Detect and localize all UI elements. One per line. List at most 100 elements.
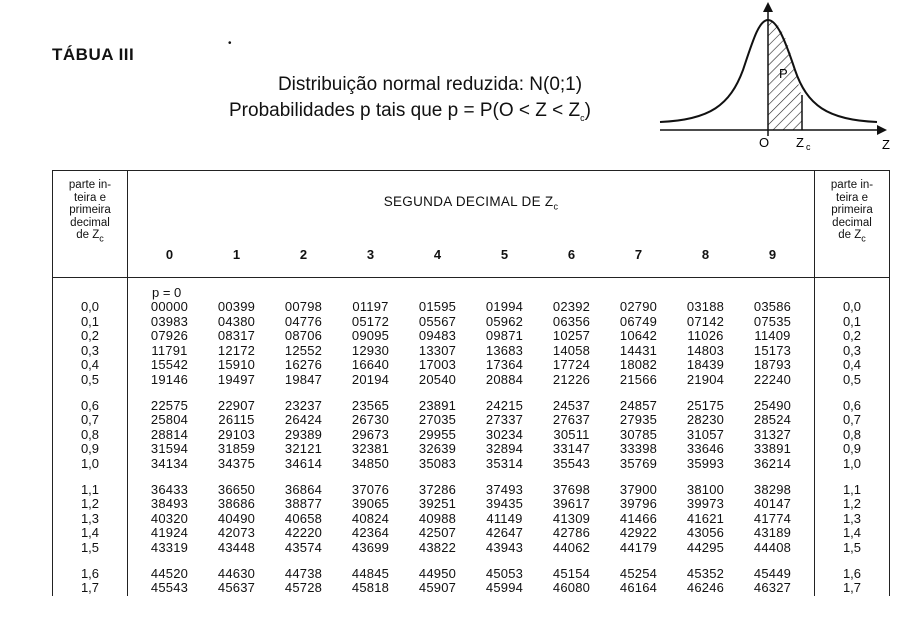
table-row: 25804 26115 26424 26730 27035 27337 27637 27935…: [128, 413, 814, 428]
row-label: 1,3: [842, 510, 862, 526]
table-cell: 01197: [352, 299, 389, 314]
right-side-header: parte in- teira e primeira decimal de Zc: [814, 170, 890, 278]
table-cell: 26730: [351, 412, 390, 428]
table-cell: 04380: [217, 313, 256, 329]
table-cell: 31859: [217, 441, 256, 457]
table-cell: 45352: [686, 565, 725, 581]
table-cell: 34614: [284, 455, 323, 471]
table-cell: 15910: [217, 357, 256, 373]
row-label: 0,3: [842, 342, 862, 358]
row-label: 1,3: [80, 510, 100, 526]
table-cell: 33646: [686, 441, 725, 457]
table-cell: 36650: [217, 481, 256, 497]
side-header-line: de Zc: [53, 229, 127, 245]
row-label: 0,0: [80, 299, 100, 314]
table-cell: 45994: [485, 580, 524, 596]
table-cell: 14431: [619, 342, 658, 358]
group-gap: [128, 388, 814, 399]
table-cell: 13307: [418, 342, 457, 358]
table-row: 34134 34375 34614 34850 35083 35314 35543 35769…: [128, 455, 814, 472]
table-cell: 13683: [485, 342, 524, 358]
label-spacer: [815, 278, 889, 300]
side-header-sub: c: [99, 233, 104, 244]
center-header-text: SEGUNDA DECIMAL DE Z: [383, 193, 554, 209]
table-cell: 21566: [619, 371, 658, 387]
table-cell: 32381: [351, 441, 390, 457]
table-row: 43319 43448 43574 43699 43822 43943 44062 44179…: [128, 539, 814, 556]
heading-line-2: Probabilidades p tais que p = P(O < Z < …: [160, 98, 660, 131]
row-label: 0,2: [842, 328, 862, 344]
table-cell: 25490: [753, 397, 792, 413]
table-cell: 40988: [418, 510, 457, 526]
table-cell: 45053: [485, 565, 524, 581]
p-zero-note: p = 0: [152, 285, 182, 300]
table-cell: 38493: [150, 496, 189, 512]
table-cell: 41621: [686, 510, 725, 526]
table-cell: 27337: [485, 412, 524, 428]
print-speck: •: [228, 38, 232, 49]
table-cell: 17003: [418, 357, 457, 373]
column-header: 4: [433, 247, 442, 263]
row-label: 1,1: [842, 481, 862, 497]
table-cell: 36433: [150, 481, 189, 497]
side-header-line: teira e: [74, 191, 106, 204]
table-cell: 19146: [150, 371, 189, 387]
table-cell: 45543: [150, 580, 189, 596]
segunda-decimal-title: SEGUNDA DECIMAL DE Zc: [128, 186, 814, 212]
table-cell: 28230: [686, 412, 725, 428]
table-cell: 12172: [217, 342, 256, 358]
row-label: 0,4: [842, 357, 862, 373]
table-cell: 44062: [552, 539, 591, 555]
table-cell: 11409: [754, 328, 791, 344]
table-cell: 19497: [217, 371, 256, 387]
table-cell: 42073: [217, 525, 256, 541]
table-cell: 40320: [150, 510, 189, 526]
row-label: 1,4: [80, 525, 100, 541]
heading-line-2-text: Probabilidades p tais que p = P(O < Z < …: [229, 100, 581, 121]
table-cell: 39617: [552, 496, 591, 512]
table-cell: 21904: [686, 371, 725, 387]
table-row: 31594 31859 32121 32381 32639 32894 33147 33398…: [128, 442, 814, 457]
table-cell: 41924: [150, 525, 189, 541]
table-cell: 37286: [418, 481, 457, 497]
table-cell: 29673: [351, 426, 390, 442]
table-cell: 19847: [284, 371, 323, 387]
table-row: 38493 38686 38877 39065 39251 39435 39617 39796…: [128, 497, 814, 512]
table-cell: 18082: [619, 357, 658, 373]
table-cell: 34134: [150, 455, 189, 471]
table-body: p = 0 00000 00399 00798 01197 01595 01994 02392…: [128, 278, 815, 596]
table-cell: 10642: [619, 328, 658, 344]
table-cell: 31057: [686, 426, 725, 442]
table-cell: 35314: [485, 455, 524, 471]
table-cell: 43189: [753, 525, 792, 541]
table-cell: 12552: [284, 342, 323, 358]
row-label: 0,4: [80, 357, 100, 373]
row-label: 1,5: [842, 539, 862, 555]
table-cell: 44845: [351, 565, 390, 581]
table-cell: 43822: [418, 539, 457, 555]
table-cell: 46164: [619, 580, 658, 596]
table-cell: 03188: [686, 299, 725, 314]
table-cell: 41149: [486, 510, 523, 526]
column-header: 8: [701, 247, 710, 263]
column-header: 1: [232, 247, 241, 263]
table-cell: 38100: [686, 481, 725, 497]
side-header-text: de Z: [76, 229, 100, 241]
table-cell: 29955: [418, 426, 457, 442]
row-label: 1,0: [80, 455, 100, 471]
table-cell: 45907: [418, 580, 457, 596]
table-heading: Distribuição normal reduzida: N(0;1) Pro…: [160, 72, 660, 131]
table-cell: 44630: [217, 565, 256, 581]
side-header-line: decimal: [70, 216, 110, 229]
table-cell: 46246: [686, 580, 725, 596]
zc-label: Z: [796, 135, 804, 150]
table-cell: 14058: [552, 342, 591, 358]
table-cell: 42922: [619, 525, 658, 541]
row-label: 0,6: [842, 397, 862, 413]
table-row: 40320 40490 40658 40824 40988 41149 41309 41466…: [128, 510, 814, 527]
table-cell: 39251: [418, 496, 457, 512]
table-cell: 29103: [217, 426, 256, 442]
row-label: 0,7: [80, 412, 100, 428]
table-cell: 45818: [351, 580, 390, 596]
group-gap: [815, 472, 889, 483]
